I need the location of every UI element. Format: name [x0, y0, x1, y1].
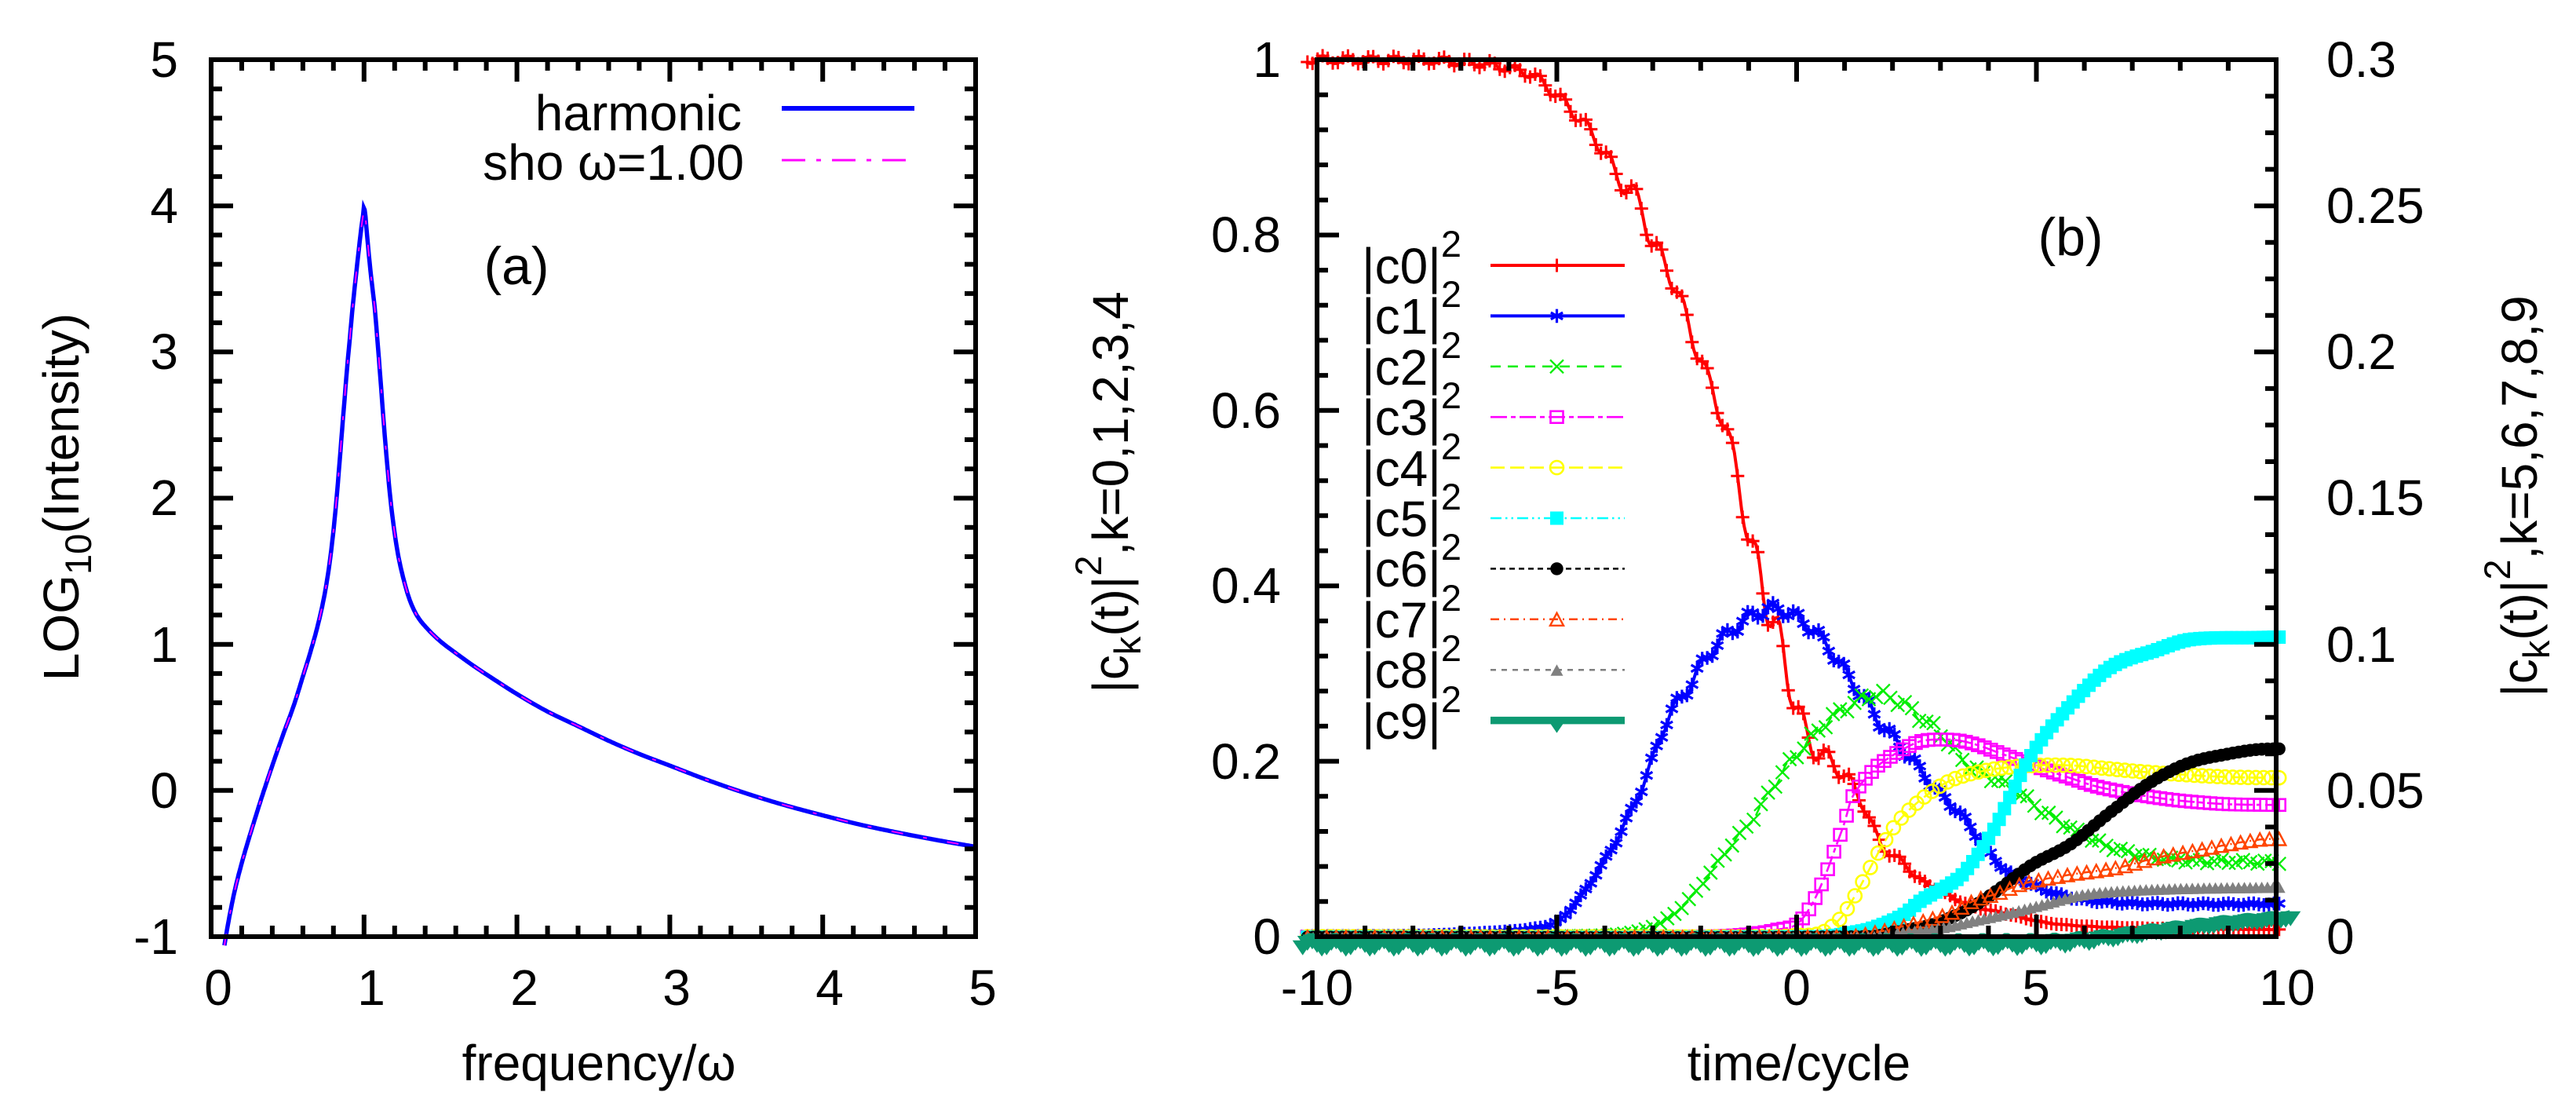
- svg-text:0: 0: [2326, 908, 2355, 965]
- svg-text:1: 1: [357, 959, 385, 1016]
- svg-text:3: 3: [662, 959, 691, 1016]
- svg-text:2: 2: [150, 469, 178, 526]
- svg-text:10: 10: [2259, 959, 2315, 1016]
- svg-text:0.1: 0.1: [2326, 616, 2396, 673]
- svg-text:4: 4: [150, 177, 178, 234]
- svg-text:1: 1: [150, 616, 178, 673]
- svg-text:0: 0: [1253, 908, 1281, 965]
- svg-text:2: 2: [510, 959, 538, 1016]
- svg-text:1: 1: [1253, 31, 1281, 88]
- svg-text:(a): (a): [483, 236, 549, 296]
- svg-text:time/cycle: time/cycle: [1688, 1035, 1911, 1091]
- svg-text:0.05: 0.05: [2326, 762, 2425, 819]
- svg-text:-5: -5: [1535, 959, 1580, 1016]
- svg-text:0.2: 0.2: [2326, 323, 2396, 380]
- svg-text:(b): (b): [2038, 207, 2103, 267]
- svg-text:0: 0: [1782, 959, 1811, 1016]
- svg-text:3: 3: [150, 323, 178, 380]
- svg-text:0.4: 0.4: [1211, 557, 1281, 614]
- svg-text:4: 4: [815, 959, 844, 1016]
- svg-text:5: 5: [969, 959, 997, 1016]
- svg-text:0: 0: [150, 762, 178, 819]
- svg-text:0.2: 0.2: [1211, 733, 1281, 790]
- svg-text:harmonic: harmonic: [535, 85, 742, 141]
- svg-text:0.6: 0.6: [1211, 382, 1281, 439]
- svg-text:-10: -10: [1281, 959, 1354, 1016]
- svg-text:0.3: 0.3: [2326, 31, 2396, 88]
- svg-text:frequency/ω: frequency/ω: [462, 1035, 736, 1091]
- svg-text:0.8: 0.8: [1211, 206, 1281, 263]
- svg-text:5: 5: [150, 31, 178, 88]
- svg-text:sho ω=1.00: sho ω=1.00: [483, 134, 744, 191]
- svg-text:0.15: 0.15: [2326, 469, 2425, 526]
- svg-text:5: 5: [2022, 959, 2050, 1016]
- svg-text:-1: -1: [133, 908, 178, 965]
- svg-text:0.25: 0.25: [2326, 177, 2425, 234]
- svg-text:0: 0: [204, 959, 232, 1016]
- svg-text:LOG10(Intensity): LOG10(Intensity): [33, 313, 99, 681]
